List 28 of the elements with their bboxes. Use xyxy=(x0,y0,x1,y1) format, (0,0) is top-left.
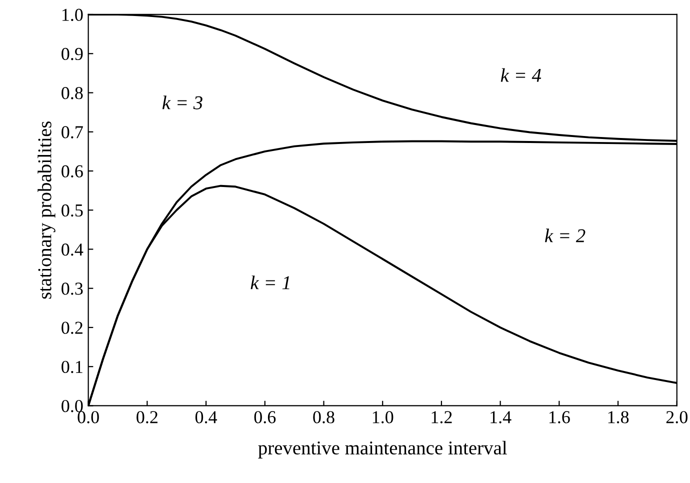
y-tick-label: 0.6 xyxy=(62,165,83,178)
y-tick-label: 1.0 xyxy=(62,8,83,22)
x-tick-label: 1.2 xyxy=(432,411,452,424)
y-tick-label: 0.5 xyxy=(62,204,83,217)
annotation: k = 3 xyxy=(162,96,202,110)
y-tick-label: 0.3 xyxy=(62,282,83,295)
x-tick-label: 0.6 xyxy=(254,411,276,424)
y-tick-label: 0.7 xyxy=(62,126,83,138)
y-tick-label: 0.0 xyxy=(62,400,83,412)
x-axis-title: preventive maintenance interval xyxy=(258,440,507,458)
x-tick-label: 1.8 xyxy=(608,411,629,424)
annotation: k = 1 xyxy=(250,276,290,290)
x-tick-label: 2.0 xyxy=(666,411,688,424)
x-tick-label: 0.4 xyxy=(195,411,218,424)
y-tick-label: 0.2 xyxy=(62,322,82,334)
x-tick-label: 1.6 xyxy=(549,411,570,424)
x-tick-label: 1.4 xyxy=(490,411,512,424)
annotation: k = 2 xyxy=(545,228,586,242)
x-tick-label: 1.0 xyxy=(372,411,394,424)
x-tick-label: 0.0 xyxy=(78,411,99,424)
y-tick-label: 0.8 xyxy=(62,86,83,100)
y-axis-title: stationary probabilities xyxy=(38,121,56,299)
y-tick-label: 0.9 xyxy=(62,48,83,60)
annotation: k = 4 xyxy=(500,68,542,82)
x-tick-label: 0.8 xyxy=(313,411,334,424)
y-tick-label: 0.1 xyxy=(62,360,82,374)
y-tick-label: 0.4 xyxy=(62,243,84,256)
x-tick-label: 0.2 xyxy=(136,411,158,424)
